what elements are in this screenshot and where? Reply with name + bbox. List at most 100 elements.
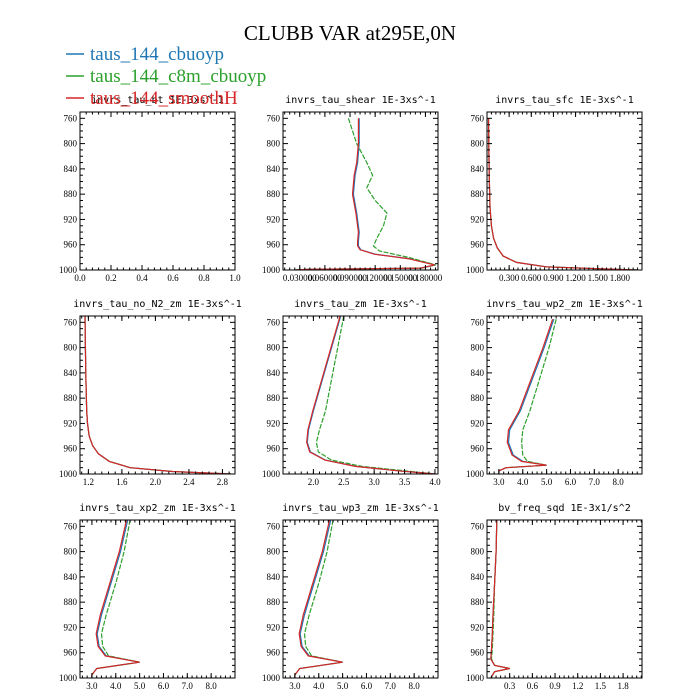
y-tick-label: 760 — [267, 113, 281, 123]
x-tick-label: 6.0 — [565, 477, 577, 487]
y-tick-label: 800 — [267, 547, 281, 557]
x-tick-label: 3.0 — [369, 477, 381, 487]
plot-frame — [282, 519, 439, 679]
x-tick-label: 2.0 — [308, 477, 320, 487]
y-tick-label: 960 — [64, 648, 78, 658]
y-tick-label: 1000 — [262, 673, 281, 683]
y-tick-label: 1000 — [466, 673, 485, 683]
x-tick-label: 3.0 — [493, 477, 505, 487]
x-tick-label: 0.090000 — [333, 273, 367, 283]
y-tick-label: 920 — [267, 214, 281, 224]
series-line-taus_144_c8m_cbuoyp — [91, 520, 140, 678]
y-tick-label: 960 — [471, 648, 485, 658]
y-tick-label: 960 — [64, 444, 78, 454]
x-tick-label: 1.8 — [617, 681, 629, 691]
y-tick-label: 840 — [64, 572, 78, 582]
x-tick-label: 0.9 — [549, 681, 561, 691]
plot-frame — [282, 315, 439, 475]
x-tick-label: 8.0 — [206, 681, 218, 691]
x-tick-label: 5.0 — [337, 681, 349, 691]
panel-title: invrs_tau_zm 1E-3xs^-1 — [294, 299, 426, 310]
y-tick-label: 800 — [471, 343, 485, 353]
panel-title: invrs_tau_sfc 1E-3xs^-1 — [495, 95, 633, 106]
x-tick-label: 4.0 — [429, 477, 441, 487]
series-line-taus_144_c8m_cbuoyp — [487, 118, 639, 270]
legend-item: taus_144_c8m_cbuoyp — [66, 66, 266, 87]
panel-title: invrs_tau_shear 1E-3xs^-1 — [285, 95, 436, 106]
series-line-taus_144_c8m_cbuoyp — [315, 316, 436, 474]
panel-invrs-tau-sfc: invrs_tau_sfc 1E-3xs^-1 760 800 840 880 920 96… — [466, 95, 643, 283]
x-tick-label: 0.180000 — [409, 273, 443, 283]
y-tick-label: 760 — [64, 521, 78, 531]
y-tick-label: 960 — [471, 444, 485, 454]
x-tick-label: 0.0 — [74, 273, 86, 283]
panel-title: invrs_tau_wp3_zm 1E-3xs^-1 — [282, 503, 439, 514]
series-group — [294, 520, 343, 678]
y-tick-label: 840 — [471, 164, 485, 174]
x-tick-label: 8.0 — [613, 477, 625, 487]
y-tick-label: 1000 — [59, 673, 78, 683]
x-tick-label: 2.8 — [217, 477, 229, 487]
series-line-taus_144_cbuoyp — [84, 316, 231, 474]
y-tick-label: 1000 — [466, 469, 485, 479]
x-tick-label: 6.0 — [158, 681, 170, 691]
y-tick-label: 1000 — [59, 469, 78, 479]
plot-frame — [486, 519, 643, 679]
y-tick-label: 760 — [267, 317, 281, 327]
x-tick-label: 4.0 — [313, 681, 325, 691]
x-tick-label: 7.0 — [182, 681, 194, 691]
x-tick-label: 3.5 — [399, 477, 411, 487]
y-tick-label: 960 — [267, 240, 281, 250]
x-tick-label: 2.5 — [338, 477, 350, 487]
y-tick-label: 960 — [267, 444, 281, 454]
series-line-taus_144_smoothH — [294, 520, 343, 678]
x-tick-label: 7.0 — [385, 681, 397, 691]
y-tick-label: 800 — [64, 547, 78, 557]
series-group — [91, 520, 140, 678]
panel-invrs-tau-zm: invrs_tau_zm 1E-3xs^-1 760 800 840 880 920 960… — [262, 299, 441, 487]
y-tick-label: 760 — [471, 317, 485, 327]
y-tick-label: 800 — [267, 343, 281, 353]
panel-bv-freq-sqd: bv_freq_sqd 1E-3x1/s^2 760 800 840 880 920 960… — [466, 503, 643, 691]
x-tick-label: 2.0 — [150, 477, 162, 487]
x-tick-label: 0.900 — [543, 273, 564, 283]
y-tick-label: 920 — [471, 418, 485, 428]
panel-title: invrs_tau_xp2_zm 1E-3xs^-1 — [79, 503, 236, 514]
series-line-taus_144_c8m_cbuoyp — [498, 319, 557, 474]
y-tick-label: 1000 — [262, 265, 281, 275]
y-tick-label: 800 — [471, 139, 485, 149]
series-line-taus_144_cbuoyp — [487, 118, 639, 270]
legend: taus_144_cbuoyptaus_144_c8m_cbuoyptaus_1… — [66, 44, 266, 109]
series-group — [84, 316, 231, 474]
series-line-taus_144_cbuoyp — [306, 316, 436, 474]
y-tick-label: 920 — [64, 622, 78, 632]
y-tick-label: 880 — [267, 189, 281, 199]
y-tick-label: 840 — [64, 368, 78, 378]
y-tick-label: 800 — [64, 139, 78, 149]
x-tick-label: 4.0 — [110, 681, 122, 691]
figure-title: CLUBB VAR at295E,0N — [244, 21, 456, 45]
y-tick-label: 760 — [471, 521, 485, 531]
y-tick-label: 760 — [471, 113, 485, 123]
x-tick-label: 1.2 — [83, 477, 94, 487]
panel-title: bv_freq_sqd 1E-3x1/s^2 — [498, 503, 630, 514]
y-tick-label: 880 — [64, 189, 78, 199]
x-tick-label: 3.0 — [289, 681, 301, 691]
series-line-taus_144_cbuoyp — [498, 319, 555, 474]
y-tick-label: 800 — [64, 343, 78, 353]
series-group — [487, 118, 639, 270]
panel-invrs-tau-bt: invrs_tau_bt 1E-3xs^-1 760 800 840 880 920 960… — [59, 95, 241, 283]
x-tick-label: 3.0 — [86, 681, 98, 691]
y-tick-label: 960 — [267, 648, 281, 658]
y-tick-label: 840 — [267, 572, 281, 582]
y-tick-label: 880 — [471, 393, 485, 403]
series-line-taus_144_cbuoyp — [295, 118, 436, 270]
series-group — [490, 520, 510, 678]
panel-title: invrs_tau_no_N2_zm 1E-3xs^-1 — [73, 299, 242, 310]
series-line-taus_144_smoothH — [306, 316, 436, 474]
y-tick-label: 1000 — [59, 265, 78, 275]
x-tick-label: 8.0 — [409, 681, 421, 691]
y-tick-label: 920 — [64, 214, 78, 224]
